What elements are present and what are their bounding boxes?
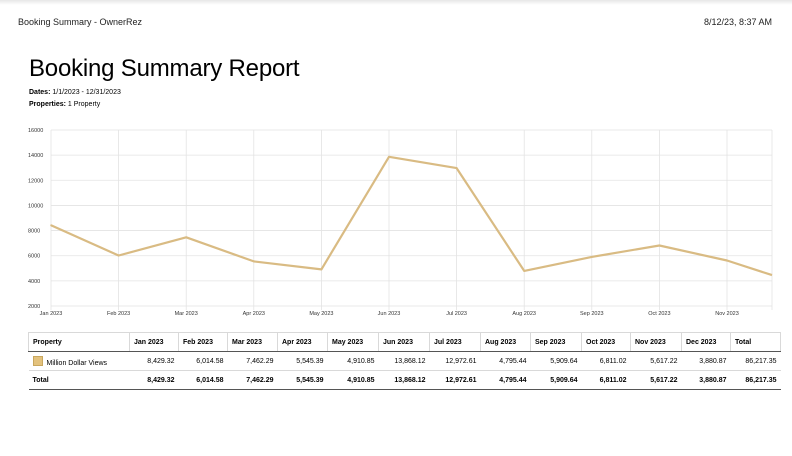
total-value-cell: 86,217.35	[730, 370, 781, 390]
data-point	[50, 224, 52, 226]
y-tick-label: 8000	[28, 229, 40, 235]
total-value-cell: 7,462.29	[227, 370, 278, 390]
top-shade	[0, 0, 792, 5]
column-header: Property	[28, 332, 130, 352]
total-value-cell: 3,880.87	[681, 370, 731, 390]
properties-value: 1 Property	[67, 101, 101, 108]
x-tick-label: Mar 2023	[175, 311, 198, 317]
y-tick-label: 6000	[28, 254, 40, 260]
y-tick-label: 4000	[28, 279, 40, 285]
total-value-cell: 5,909.64	[530, 370, 582, 390]
value-cell: 6,014.58	[178, 351, 228, 371]
report-title: Booking Summary Report	[29, 55, 300, 82]
column-header: Feb 2023	[178, 332, 228, 352]
chart-grid	[50, 129, 773, 310]
total-value-cell: 5,545.39	[277, 370, 328, 390]
table-total-row: Total 8,429.32 6,014.58 7,462.29 5,545.39 4,…	[28, 370, 781, 390]
column-header: Dec 2023	[681, 332, 731, 352]
value-cell: 3,880.87	[681, 351, 731, 371]
dates-value: 1/1/2023 - 12/31/2023	[52, 89, 121, 96]
value-cell: 5,909.64	[530, 351, 582, 371]
value-cell: 4,910.85	[327, 351, 379, 371]
booking-summary-table: Property Jan 2023 Feb 2023 Mar 2023 Apr 2023…	[28, 332, 781, 390]
x-axis-ticks: Jan 2023 Feb 2023 Mar 2023 Apr 2023 May 2023…	[40, 311, 739, 317]
value-cell: 86,217.35	[730, 351, 781, 371]
dates-label: Dates:	[29, 89, 51, 96]
series-color-swatch	[32, 355, 43, 366]
column-header: Jan 2023	[129, 332, 179, 352]
total-value-cell: 5,617.22	[630, 370, 682, 390]
column-header: Mar 2023	[227, 332, 278, 352]
data-point	[185, 236, 187, 239]
data-point	[591, 256, 593, 258]
x-tick-label: Oct 2023	[648, 311, 670, 317]
data-point	[253, 260, 255, 263]
x-tick-label: Feb 2023	[107, 311, 130, 317]
column-header: Oct 2023	[581, 332, 631, 352]
value-cell: 5,545.39	[277, 351, 328, 371]
y-tick-label: 16000	[28, 128, 43, 134]
x-tick-label: Jan 2023	[40, 311, 63, 317]
x-tick-label: May 2023	[309, 311, 333, 317]
data-point	[726, 259, 728, 262]
x-tick-label: Jul 2023	[446, 311, 467, 317]
data-point	[658, 244, 661, 247]
y-tick-label: 10000	[28, 203, 43, 209]
data-point	[523, 270, 525, 272]
x-tick-label: Nov 2023	[715, 311, 739, 317]
table-row: Million Dollar Views 8,429.32 6,014.58 7,4…	[28, 351, 781, 371]
total-value-cell: 4,795.44	[480, 370, 531, 390]
data-point	[455, 167, 458, 169]
data-point	[388, 156, 390, 158]
data-point	[320, 268, 323, 271]
value-cell: 7,462.29	[227, 351, 278, 371]
properties-label: Properties:	[29, 101, 66, 108]
value-cell: 13,868.12	[378, 351, 430, 371]
data-point	[117, 254, 120, 257]
report-properties: Properties: 1 Property	[29, 101, 100, 108]
x-tick-label: Jun 2023	[378, 311, 401, 317]
report-dates: Dates: 1/1/2023 - 12/31/2023	[29, 89, 121, 96]
column-header: Sep 2023	[530, 332, 582, 352]
total-value-cell: 13,868.12	[378, 370, 430, 390]
series-points	[50, 156, 728, 272]
column-header: Nov 2023	[630, 332, 682, 352]
column-header: Aug 2023	[480, 332, 531, 352]
column-header: May 2023	[327, 332, 379, 352]
y-axis-ticks: 2000 4000 6000 8000 10000 12000 14000 16000	[28, 128, 43, 310]
series-line-million-dollar-views	[50, 155, 773, 277]
value-cell: 5,617.22	[630, 351, 682, 371]
y-tick-label: 12000	[28, 178, 43, 184]
total-value-cell: 12,972.61	[429, 370, 481, 390]
value-cell: 8,429.32	[129, 351, 179, 371]
property-name[interactable]: Million Dollar Views	[46, 359, 108, 367]
y-tick-label: 2000	[28, 304, 40, 310]
table-header-row: Property Jan 2023 Feb 2023 Mar 2023 Apr 2023…	[28, 332, 781, 352]
total-value-cell: 6,014.58	[178, 370, 228, 390]
value-cell: 12,972.61	[429, 351, 481, 371]
column-header: Apr 2023	[277, 332, 328, 352]
booking-line-chart: 2000 4000 6000 8000 10000 12000 14000 16000 Jan…	[28, 128, 773, 317]
column-header: Total	[730, 332, 781, 352]
total-value-cell: 4,910.85	[327, 370, 379, 390]
total-value-cell: 6,811.02	[581, 370, 631, 390]
property-cell: Million Dollar Views	[28, 351, 130, 371]
total-value-cell: 8,429.32	[129, 370, 179, 390]
value-cell: 6,811.02	[581, 351, 631, 371]
y-tick-label: 14000	[28, 153, 43, 159]
print-header-title: Booking Summary - OwnerRez	[18, 17, 143, 27]
value-cell: 4,795.44	[480, 351, 531, 371]
x-tick-label: Aug 2023	[512, 311, 536, 317]
print-header-datetime: 8/12/23, 8:37 AM	[703, 17, 772, 27]
x-tick-label: Sep 2023	[580, 311, 604, 317]
column-header: Jul 2023	[429, 332, 481, 352]
x-tick-label: Apr 2023	[243, 311, 265, 317]
total-label: Total	[28, 370, 130, 390]
column-header: Jun 2023	[378, 332, 430, 352]
